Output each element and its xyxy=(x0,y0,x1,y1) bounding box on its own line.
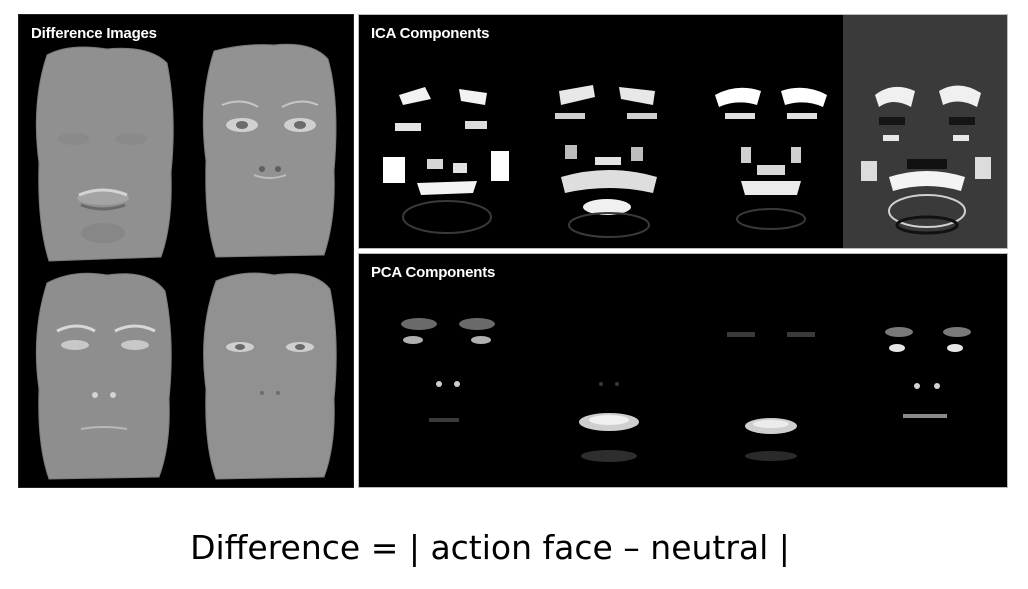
pca-component-1 xyxy=(401,318,495,422)
pca-components-panel: PCA Components xyxy=(358,253,1008,488)
ica-component-4 xyxy=(861,85,991,235)
difference-face-1 xyxy=(35,46,174,262)
ica-component-4-background xyxy=(843,15,1007,248)
pca-component-4 xyxy=(885,327,971,418)
ica-component-1 xyxy=(383,87,509,234)
difference-face-2 xyxy=(202,43,337,258)
ica-components-title: ICA Components xyxy=(371,25,490,42)
pca-component-2 xyxy=(579,382,639,462)
pca-component-3 xyxy=(727,332,815,461)
difference-images-title: Difference Images xyxy=(31,25,157,42)
ica-components-panel: ICA Components xyxy=(358,14,1008,249)
ica-component-3 xyxy=(715,87,827,230)
difference-images-panel: Difference Images xyxy=(18,14,354,488)
ica-component-2 xyxy=(555,85,657,238)
pca-components-title: PCA Components xyxy=(371,264,496,281)
difference-face-3 xyxy=(35,272,172,480)
difference-face-4 xyxy=(203,272,337,480)
figure-caption: Difference = | action face – neutral | xyxy=(190,528,790,567)
